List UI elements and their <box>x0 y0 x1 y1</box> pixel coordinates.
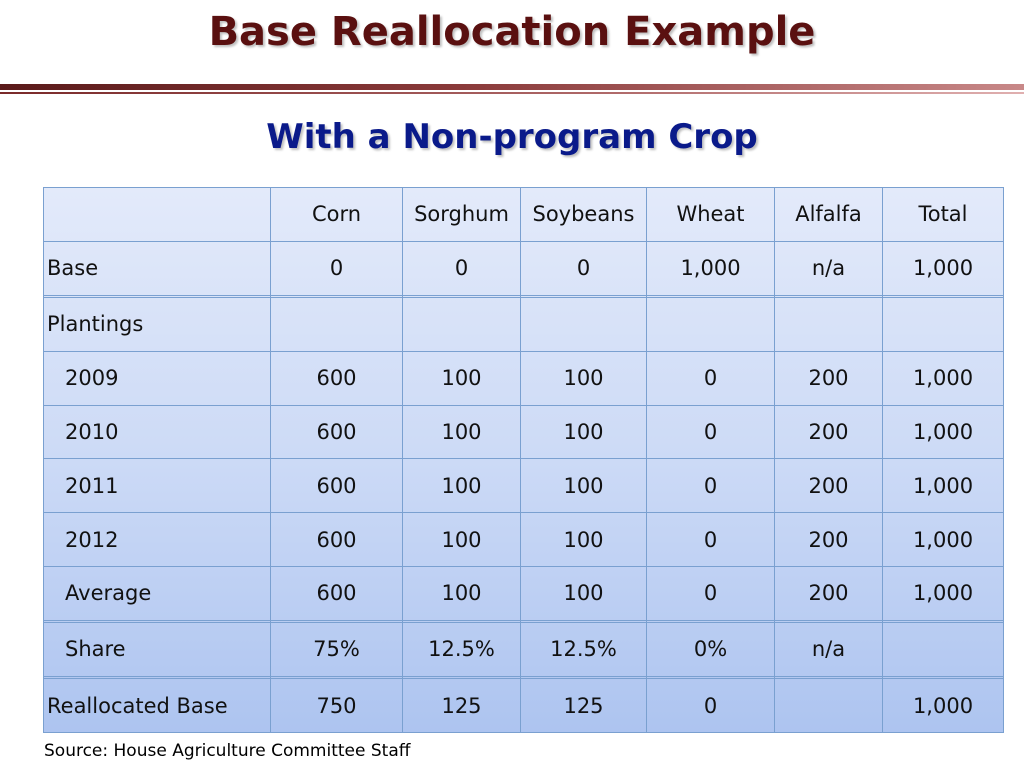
row-label: Average <box>43 566 271 621</box>
table-row: Base 0 0 0 1,000 n/a 1,000 <box>43 240 1004 296</box>
slide-title: Base Reallocation Example <box>208 9 816 55</box>
table-row: 2012 600 100 100 0 200 1,000 <box>43 512 1004 568</box>
row-label: 2012 <box>43 512 271 568</box>
table-cell <box>882 296 1004 352</box>
table-cell: 100 <box>520 404 647 460</box>
title-divider <box>0 84 1024 94</box>
row-label: 2011 <box>43 458 271 514</box>
table-cell: 100 <box>520 512 647 568</box>
table-cell: 1,000 <box>882 240 1004 296</box>
table-row: Reallocated Base 750 125 125 0 1,000 <box>43 678 1004 733</box>
table-cell: 0 <box>402 240 521 296</box>
column-header-soybeans: Soybeans <box>520 187 647 242</box>
table-cell: 1,000 <box>882 566 1004 621</box>
table-cell: 0 <box>646 458 775 514</box>
table-row <box>43 675 1004 680</box>
row-label: 2009 <box>43 350 271 406</box>
table-cell <box>270 296 403 352</box>
table-cell: 600 <box>270 458 403 514</box>
row-label: Plantings <box>43 296 271 352</box>
row-label: Base <box>43 240 271 296</box>
table-cell: 200 <box>774 512 883 568</box>
table-cell: 600 <box>270 350 403 406</box>
table-cell <box>882 675 1004 680</box>
table-cell: 100 <box>520 350 647 406</box>
table-cell <box>402 296 521 352</box>
table-cell: 0 <box>646 678 775 733</box>
table-cell <box>882 294 1004 298</box>
base-reallocation-table: Corn Sorghum Soybeans Wheat Alfalfa Tota… <box>43 187 1004 733</box>
row-label: Share <box>43 622 271 677</box>
title-divider-thin <box>0 92 1024 94</box>
table-cell: 12.5% <box>520 622 647 677</box>
table-cell <box>520 296 647 352</box>
table-cell: 1,000 <box>882 350 1004 406</box>
table-cell: 0 <box>646 512 775 568</box>
table-cell: 100 <box>402 350 521 406</box>
source-note: Source: House Agriculture Committee Staf… <box>44 741 411 761</box>
table-cell: 0 <box>646 404 775 460</box>
table-cell: 75% <box>270 622 403 677</box>
table-cell: 0 <box>520 240 647 296</box>
table-cell: 100 <box>402 458 521 514</box>
table-row: 2011 600 100 100 0 200 1,000 <box>43 458 1004 514</box>
column-header-alfalfa: Alfalfa <box>774 187 883 242</box>
row-label: 2010 <box>43 404 271 460</box>
table-cell <box>882 619 1004 624</box>
table-cell: 0 <box>646 566 775 621</box>
table-cell: 12.5% <box>402 622 521 677</box>
table-cell: 1,000 <box>646 240 775 296</box>
table-cell: 100 <box>402 404 521 460</box>
table-cell: 100 <box>402 512 521 568</box>
column-header-wheat: Wheat <box>646 187 775 242</box>
table-cell: 200 <box>774 566 883 621</box>
table-cell: 125 <box>520 678 647 733</box>
table-cell: 1,000 <box>882 678 1004 733</box>
table-row <box>43 294 1004 298</box>
table-cell: 200 <box>774 404 883 460</box>
table-cell: 750 <box>270 678 403 733</box>
table-cell: n/a <box>774 240 883 296</box>
table-cell: 100 <box>520 566 647 621</box>
table-cell: 600 <box>270 404 403 460</box>
table-row: 2009 600 100 100 0 200 1,000 <box>43 350 1004 406</box>
title-divider-thick <box>0 84 1024 90</box>
table-cell: 600 <box>270 566 403 621</box>
table-cell <box>882 622 1004 677</box>
table-cell: 600 <box>270 512 403 568</box>
table-body: Base 0 0 0 1,000 n/a 1,000 Plantings 2009 600 100 1… <box>43 240 1004 733</box>
column-header-sorghum: Sorghum <box>402 187 521 242</box>
slide-subtitle: With a Non-program Crop <box>266 117 758 157</box>
table-cell: 0 <box>646 350 775 406</box>
column-header-total: Total <box>882 187 1004 242</box>
table-cell: 200 <box>774 458 883 514</box>
table-cell: 1,000 <box>882 512 1004 568</box>
table-cell: 200 <box>774 350 883 406</box>
table-cell: 0 <box>270 240 403 296</box>
table-header-row: Corn Sorghum Soybeans Wheat Alfalfa Tota… <box>43 187 1004 242</box>
table-cell <box>646 296 775 352</box>
table-cell: 125 <box>402 678 521 733</box>
column-header-corn: Corn <box>270 187 403 242</box>
row-label: Reallocated Base <box>43 678 271 733</box>
table-cell: n/a <box>774 622 883 677</box>
table-cell <box>774 678 883 733</box>
column-header-label <box>43 187 271 242</box>
table-row: Share 75% 12.5% 12.5% 0% n/a <box>43 622 1004 677</box>
table-cell: 100 <box>520 458 647 514</box>
table-row <box>43 619 1004 624</box>
table-cell: 0% <box>646 622 775 677</box>
table-cell: 100 <box>402 566 521 621</box>
table-cell: 1,000 <box>882 458 1004 514</box>
table-row: Average 600 100 100 0 200 1,000 <box>43 566 1004 621</box>
table-row: Plantings <box>43 296 1004 352</box>
table-cell <box>774 296 883 352</box>
table-row: 2010 600 100 100 0 200 1,000 <box>43 404 1004 460</box>
table-cell: 1,000 <box>882 404 1004 460</box>
